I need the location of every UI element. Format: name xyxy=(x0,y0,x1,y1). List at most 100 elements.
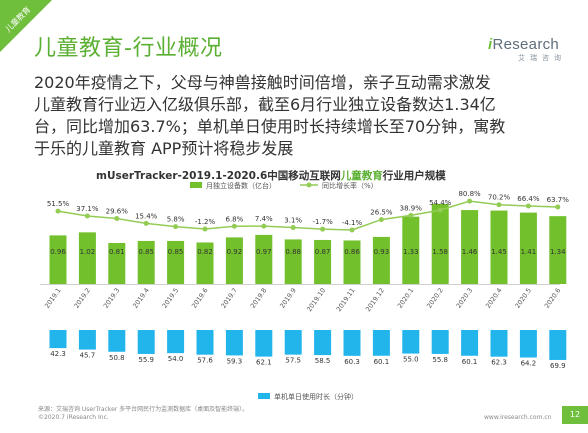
usage-value-label: 55.9 xyxy=(138,356,154,364)
chart-title-prefix: mUserTracker-2019.1-2020.6中国移动互联网 xyxy=(96,170,341,182)
device-bar xyxy=(196,242,214,284)
device-bar xyxy=(255,234,273,284)
x-tick-label: 2019.2 xyxy=(72,287,92,310)
device-value-label: 0.92 xyxy=(227,248,243,256)
device-value-label: 1.33 xyxy=(403,248,419,256)
device-bar xyxy=(284,239,302,284)
legend-swatch-devices xyxy=(190,182,202,188)
usage-value-label: 62.3 xyxy=(491,359,507,367)
growth-value-label: -1.2% xyxy=(195,218,216,226)
growth-value-label: 38.9% xyxy=(400,204,423,212)
device-value-label: 1.41 xyxy=(521,248,537,256)
growth-point xyxy=(378,217,384,223)
usage-bar xyxy=(519,330,537,358)
usage-bar xyxy=(284,330,302,355)
growth-value-label: 66.4% xyxy=(517,195,540,203)
logo-subtitle: 艾瑞咨询 xyxy=(518,55,566,62)
usage-value-label: 54.0 xyxy=(168,355,184,363)
device-bar xyxy=(167,240,185,284)
usage-value-label: 62.1 xyxy=(256,359,272,367)
x-tick-label: 2019.10 xyxy=(305,287,327,314)
device-value-label: 0.96 xyxy=(50,248,66,256)
growth-value-label: 63.7% xyxy=(547,196,570,204)
device-value-label: 0.85 xyxy=(168,248,184,256)
device-bar xyxy=(108,242,126,284)
page-number: 12 xyxy=(562,406,588,424)
growth-value-label: -4.1% xyxy=(342,219,363,227)
x-tick-label: 2019.12 xyxy=(364,287,386,314)
growth-value-label: 15.4% xyxy=(135,212,158,220)
legend-label-growth: 同比增长率（%） xyxy=(322,181,378,190)
growth-value-label: 6.8% xyxy=(226,215,244,223)
device-bar xyxy=(225,237,243,284)
chart-title-suffix: 行业用户规模 xyxy=(382,170,446,182)
growth-point xyxy=(525,203,531,209)
growth-value-label: -1.7% xyxy=(312,218,333,226)
x-tick-label: 2019.9 xyxy=(278,287,298,310)
page-title: 儿童教育-行业概况 xyxy=(34,36,223,61)
device-bar xyxy=(343,240,361,284)
usage-value-label: 64.2 xyxy=(521,360,537,368)
logo-text: Research xyxy=(492,36,560,53)
legend-swatch-usage xyxy=(258,393,270,399)
growth-point xyxy=(437,207,443,213)
growth-point xyxy=(496,202,502,208)
footer-copyright: ©2020.7 iResearch Inc. xyxy=(38,414,109,421)
usage-bar xyxy=(372,330,390,356)
device-bar xyxy=(78,232,96,284)
growth-value-label: 70.2% xyxy=(488,194,511,202)
usage-value-label: 55.8 xyxy=(432,356,448,364)
usage-bar xyxy=(78,330,96,350)
legend-label-usage: 单机单日使用时长（分钟） xyxy=(274,392,358,401)
growth-point xyxy=(349,227,355,233)
x-tick-label: 2020.5 xyxy=(513,287,533,310)
lead-line: 2020年疫情之下，父母与神兽接触时间倍增，亲子互动需求激发 xyxy=(34,73,491,92)
device-value-label: 1.45 xyxy=(491,248,507,256)
growth-value-label: 5.8% xyxy=(167,216,185,224)
growth-point xyxy=(408,212,414,218)
device-bar xyxy=(490,210,508,284)
usage-bar xyxy=(49,330,67,349)
growth-value-label: 29.6% xyxy=(106,208,129,216)
device-value-label: 1.34 xyxy=(550,248,566,256)
iresearch-logo: iResearch 艾瑞咨询 xyxy=(488,36,566,63)
lead-line: 儿童教育行业迈入亿级俱乐部，截至6月行业独立设备数达1.34亿 xyxy=(34,95,496,114)
logo-i: i xyxy=(488,36,493,53)
usage-bar xyxy=(402,330,420,354)
chart-title: mUserTracker-2019.1-2020.6中国移动互联网儿童教育行业用… xyxy=(96,168,496,183)
growth-point xyxy=(114,216,120,222)
device-bar xyxy=(372,236,390,284)
lead-line: 于乐的儿童教育 APP预计将稳步发展 xyxy=(34,139,294,158)
growth-line xyxy=(57,200,558,231)
usage-value-label: 55.0 xyxy=(403,356,419,364)
x-tick-label: 2020.3 xyxy=(455,287,475,310)
usage-value-label: 60.1 xyxy=(374,358,390,366)
usage-bar xyxy=(431,330,449,354)
x-tick-label: 2020.2 xyxy=(425,287,445,310)
legend-marker-growth xyxy=(306,182,312,188)
usage-value-label: 69.9 xyxy=(550,362,566,370)
chart-title-highlight: 儿童教育 xyxy=(340,170,383,182)
x-tick-label: 2019.11 xyxy=(335,287,357,314)
device-value-label: 0.85 xyxy=(138,248,154,256)
device-value-label: 0.93 xyxy=(374,248,390,256)
device-bar xyxy=(549,216,567,284)
lead-line: 台，同比增加63.7%；单机单日使用时长持续增长至70分钟，寓教 xyxy=(34,117,506,136)
usage-bar xyxy=(490,330,508,357)
x-tick-label: 2019.6 xyxy=(190,287,210,310)
usage-value-label: 57.5 xyxy=(285,357,301,365)
usage-bar xyxy=(549,330,567,360)
growth-value-label: 26.5% xyxy=(370,209,393,217)
growth-point xyxy=(143,220,149,226)
usage-bar xyxy=(196,330,214,355)
x-tick-label: 2020.4 xyxy=(484,287,504,310)
growth-value-label: 54.4% xyxy=(429,199,452,207)
device-bar xyxy=(461,210,479,284)
legend-label-devices: 月独立设备数（亿台） xyxy=(206,181,276,190)
usage-bar xyxy=(343,330,361,356)
growth-value-label: 7.4% xyxy=(255,215,273,223)
device-value-label: 1.58 xyxy=(432,248,448,256)
x-tick-label: 2019.5 xyxy=(161,287,181,310)
usage-value-label: 58.5 xyxy=(315,357,331,365)
x-tick-label: 2019.8 xyxy=(249,287,269,310)
